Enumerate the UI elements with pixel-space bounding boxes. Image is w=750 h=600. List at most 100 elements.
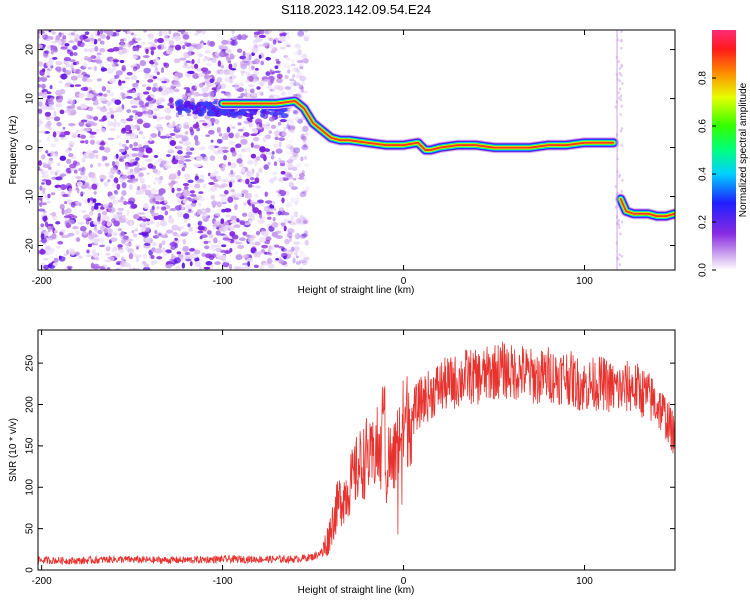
spectrogram-noise-speck bbox=[44, 111, 52, 117]
spectrogram-noise-speck bbox=[97, 38, 102, 42]
spectrogram-noise-speck bbox=[264, 191, 268, 197]
spectrogram-noise-speck bbox=[153, 69, 157, 74]
spectrogram-noise-speck bbox=[159, 220, 168, 227]
spectrogram-noise-speck bbox=[287, 64, 293, 71]
spectrogram-noise-speck bbox=[38, 33, 41, 40]
spectrogram-noise-speck bbox=[79, 34, 87, 41]
spectrogram-noise-speck bbox=[117, 199, 124, 203]
spectrogram-noise-speck bbox=[70, 201, 76, 208]
spectrogram-noise-speck bbox=[226, 239, 232, 243]
spectrogram-noise-speck bbox=[63, 215, 72, 219]
spectrogram-noise-speck bbox=[228, 63, 233, 70]
spectrogram-noise-speck bbox=[93, 191, 97, 195]
spectrogram-noise-speck bbox=[62, 126, 66, 130]
spectrogram-noise-speck bbox=[247, 183, 253, 188]
spectrogram-noise-speck bbox=[210, 57, 217, 63]
spectrogram-noise-speck bbox=[126, 71, 133, 76]
spectrogram-noise-speck bbox=[184, 131, 189, 135]
spectrogram-noise-speck bbox=[79, 191, 86, 195]
spectrogram-noise-speck bbox=[135, 86, 139, 89]
spectrogram-noise-speck bbox=[251, 65, 255, 70]
spectrogram-noise-speck bbox=[137, 185, 141, 191]
spectrogram-noise-speck bbox=[260, 60, 264, 66]
spectrogram-noise-speck bbox=[239, 55, 247, 60]
spectrogram-noise-speck bbox=[285, 44, 291, 48]
colorbar-tick-label: 0.0 bbox=[698, 263, 709, 277]
spectrogram-noise-speck bbox=[168, 97, 174, 104]
spectrogram-noise-speck bbox=[254, 185, 261, 189]
spectrogram-noise-speck bbox=[620, 104, 624, 108]
spectrogram-noise-speck bbox=[621, 178, 624, 182]
spectrogram-noise-speck bbox=[74, 176, 83, 179]
spectrogram-noise-speck bbox=[53, 230, 58, 234]
spectrogram-noise-speck bbox=[229, 53, 234, 59]
spectrogram-noise-speck bbox=[290, 186, 298, 190]
spectrogram-noise-speck bbox=[64, 70, 72, 76]
spectrogram-noise-speck bbox=[260, 216, 266, 220]
spectrogram-noise-speck bbox=[148, 103, 154, 108]
spectrogram-noise-speck bbox=[129, 168, 134, 173]
spectrogram-noise-speck bbox=[266, 211, 274, 215]
spectrogram-noise-speck bbox=[239, 266, 246, 270]
spectrogram-noise-speck bbox=[90, 164, 93, 168]
spectrogram-noise-speck bbox=[253, 264, 259, 269]
spectrogram-noise-speck bbox=[245, 172, 254, 178]
spectrogram-noise-speck bbox=[242, 50, 246, 57]
spectrogram-noise-speck bbox=[234, 175, 242, 180]
spectrogram-noise-speck bbox=[121, 64, 126, 72]
spectrogram-noise-speck bbox=[72, 67, 76, 73]
spectrogram-noise-speck bbox=[298, 62, 305, 68]
spectrogram-noise-speck bbox=[115, 211, 123, 215]
spectrogram-noise-speck bbox=[96, 52, 102, 56]
spectrogram-x-tick-label: 0 bbox=[401, 276, 407, 287]
spectrogram-noise-speck bbox=[251, 246, 257, 253]
spectrogram-noise-speck bbox=[106, 30, 114, 36]
spectrogram-noise-speck bbox=[168, 30, 172, 35]
spectrogram-noise-speck bbox=[243, 60, 249, 64]
spectrogram-noise-speck bbox=[184, 41, 188, 47]
spectrogram-noise-speck bbox=[157, 37, 164, 44]
spectrogram-noise-speck bbox=[127, 158, 135, 163]
spectrogram-noise-speck bbox=[265, 236, 272, 242]
spectrogram-noise-speck bbox=[261, 244, 268, 249]
spectrogram-noise-speck bbox=[84, 139, 89, 145]
colorbar-tick-label: 0.4 bbox=[698, 167, 709, 181]
spectrogram-noise-speck bbox=[302, 220, 308, 224]
spectrogram-noise-speck bbox=[90, 55, 97, 59]
spectrogram-noise-speck bbox=[211, 246, 216, 253]
spectrogram-noise-speck bbox=[297, 30, 305, 37]
spectrogram-noise-speck bbox=[223, 190, 229, 195]
spectrogram-noise-speck bbox=[41, 83, 46, 89]
spectrogram-noise-speck bbox=[305, 123, 309, 129]
spectrogram-noise-speck bbox=[134, 228, 139, 232]
spectrogram-noise-speck bbox=[106, 67, 114, 74]
spectrogram-noise-speck bbox=[200, 234, 208, 239]
spectrogram-noise-speck bbox=[141, 41, 146, 46]
spectrogram-noise-speck bbox=[201, 215, 207, 219]
spectrogram-noise-speck bbox=[170, 84, 175, 90]
spectrogram-noise-speck bbox=[115, 70, 123, 76]
spectrogram-noise-speck bbox=[291, 246, 295, 252]
spectrogram-noise-speck bbox=[189, 147, 195, 151]
spectrogram-noise-speck bbox=[107, 120, 113, 127]
spectrogram-noise-speck bbox=[80, 140, 85, 144]
spectrogram-noise-speck bbox=[108, 78, 116, 84]
spectrogram-noise-speck bbox=[56, 98, 63, 103]
spectrogram-noise-speck bbox=[231, 30, 235, 35]
spectrogram-noise-speck bbox=[214, 213, 220, 216]
spectrogram-noise-speck bbox=[301, 259, 308, 266]
spectrogram-noise-speck bbox=[55, 66, 63, 73]
spectrogram-noise-speck bbox=[59, 231, 64, 236]
spectrogram-noise-speck bbox=[117, 50, 124, 55]
spectrogram-noise-speck bbox=[212, 205, 216, 208]
spectrogram-noise-speck bbox=[209, 172, 217, 178]
spectrogram-noise-speck bbox=[262, 136, 267, 143]
spectrogram-noise-speck bbox=[159, 176, 164, 181]
spectrogram-noise-speck bbox=[156, 214, 164, 220]
spectrogram-noise-speck bbox=[158, 190, 164, 197]
spectrogram-noise-speck bbox=[179, 40, 184, 46]
spectrogram-noise-speck bbox=[55, 176, 63, 181]
spectrogram-noise-speck bbox=[619, 113, 622, 117]
spectrogram-noise-speck bbox=[172, 231, 178, 237]
spectrogram-noise-speck bbox=[152, 59, 157, 63]
